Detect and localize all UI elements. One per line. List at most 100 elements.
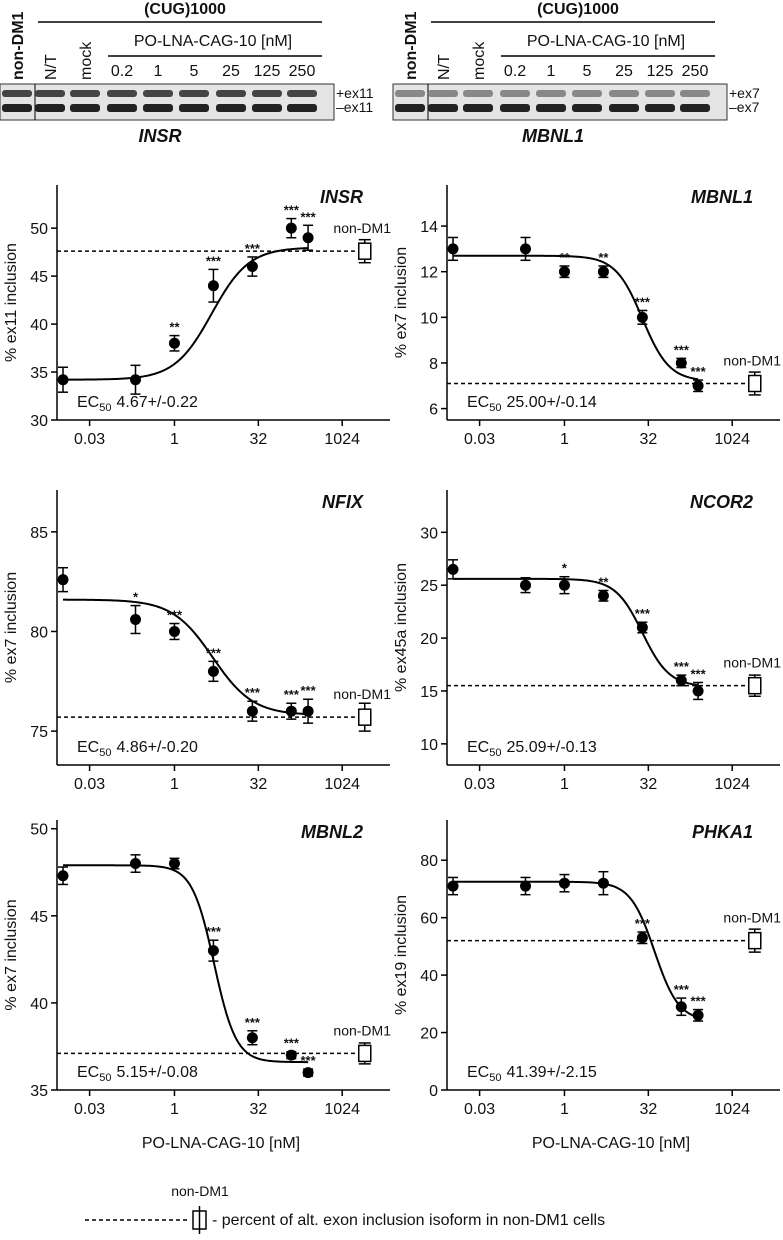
chart-title: NCOR2 — [690, 492, 753, 512]
dose-label: 25 — [615, 63, 633, 80]
data-point — [285, 705, 297, 717]
band — [252, 90, 282, 97]
y-axis-label: % ex7 inclusion — [3, 899, 20, 1010]
data-point — [302, 232, 314, 244]
data-point — [168, 337, 180, 349]
dose-label: 1 — [154, 63, 163, 80]
y-tick-label: 14 — [420, 219, 438, 236]
significance: *** — [690, 994, 706, 1009]
ec50-subscript: 50 — [99, 402, 111, 414]
band — [35, 90, 65, 97]
y-tick-label: 8 — [429, 356, 438, 373]
x-tick-label: 1 — [560, 776, 569, 793]
band — [107, 90, 137, 97]
band — [645, 90, 675, 97]
band — [645, 104, 675, 112]
reference-marker — [358, 1044, 372, 1063]
fit-curve — [63, 864, 309, 1064]
legend-marker-label: non-DM1 — [171, 1183, 229, 1199]
x-tick-label: 1024 — [714, 431, 750, 448]
band — [428, 90, 458, 97]
significance: *** — [206, 253, 222, 268]
significance: *** — [167, 608, 183, 623]
data-point — [675, 674, 687, 686]
group-label: (CUG)1000 — [537, 1, 619, 18]
band — [179, 104, 209, 112]
y-tick-label: 40 — [30, 317, 48, 334]
band — [143, 104, 173, 112]
significance: *** — [245, 1015, 261, 1030]
y-axis-label: % ex45a inclusion — [393, 563, 410, 692]
significance: ** — [598, 250, 609, 265]
reference-marker — [358, 242, 372, 260]
x-tick-label: 1024 — [324, 776, 360, 793]
band — [2, 90, 32, 97]
x-tick-label: 32 — [249, 431, 267, 448]
chart-title: INSR — [320, 187, 363, 207]
reference-marker — [748, 676, 762, 695]
dose-label: 1 — [547, 63, 556, 80]
group-label: (CUG)1000 — [144, 1, 226, 18]
x-tick-label: 0.03 — [74, 1101, 105, 1118]
treatment-label: PO-LNA-CAG-10 [nM] — [134, 33, 292, 50]
ec50-value: 5.15+/-0.08 — [116, 1064, 198, 1081]
x-tick-label: 32 — [639, 776, 657, 793]
x-tick-label: 1024 — [714, 1101, 750, 1118]
x-axis-label: PO-LNA-CAG-10 [nM] — [532, 1135, 690, 1152]
band — [500, 90, 530, 97]
significance: *** — [690, 667, 706, 682]
x-tick-label: 0.03 — [464, 431, 495, 448]
reference-marker — [748, 374, 762, 393]
x-tick-label: 1 — [170, 431, 179, 448]
y-axis-label: % ex7 inclusion — [3, 572, 20, 683]
significance: *** — [245, 685, 261, 700]
x-tick-label: 0.03 — [464, 776, 495, 793]
significance: *** — [206, 645, 222, 660]
reference-label: non-DM1 — [723, 352, 781, 368]
data-point — [130, 858, 142, 870]
gene-label: INSR — [138, 126, 181, 146]
data-point — [447, 243, 459, 255]
lane-label: mock — [78, 41, 95, 80]
y-tick-label: 10 — [420, 737, 438, 754]
x-tick-label: 32 — [639, 1101, 657, 1118]
x-tick-label: 1024 — [714, 776, 750, 793]
y-tick-label: 0 — [429, 1083, 438, 1100]
band — [572, 104, 602, 112]
data-point — [57, 870, 69, 882]
fit-curve — [453, 254, 699, 381]
y-tick-label: 50 — [30, 822, 48, 839]
band-label: –ex7 — [729, 99, 760, 115]
x-tick-label: 32 — [249, 1101, 267, 1118]
significance: *** — [635, 606, 651, 621]
data-point — [692, 380, 704, 392]
band-label: –ex11 — [336, 99, 373, 115]
ec50-subscript: 50 — [99, 747, 111, 759]
ec50-value: 41.39+/-2.15 — [506, 1064, 596, 1081]
y-tick-label: 50 — [30, 221, 48, 238]
fit-curve — [453, 577, 699, 687]
ec50-value: 25.00+/-0.14 — [506, 394, 596, 411]
gene-label: MBNL1 — [522, 126, 584, 146]
legend-text: - percent of alt. exon inclusion isoform… — [212, 1212, 605, 1229]
gel — [0, 83, 335, 121]
x-axis-label: PO-LNA-CAG-10 [nM] — [142, 1135, 300, 1152]
y-tick-label: 25 — [420, 578, 438, 595]
significance: *** — [690, 364, 706, 379]
band — [609, 104, 639, 112]
dose-label: 5 — [190, 63, 199, 80]
y-tick-label: 60 — [420, 911, 438, 928]
y-axis-label: % ex11 inclusion — [3, 243, 20, 362]
data-point — [597, 266, 609, 278]
band — [500, 104, 530, 112]
data-point — [597, 877, 609, 889]
data-point — [302, 1067, 314, 1079]
x-tick-label: 32 — [249, 776, 267, 793]
dose-label: 25 — [222, 63, 240, 80]
data-point — [597, 590, 609, 602]
y-tick-label: 80 — [420, 853, 438, 870]
data-point — [520, 579, 532, 591]
x-tick-label: 1 — [560, 431, 569, 448]
data-point — [636, 622, 648, 633]
